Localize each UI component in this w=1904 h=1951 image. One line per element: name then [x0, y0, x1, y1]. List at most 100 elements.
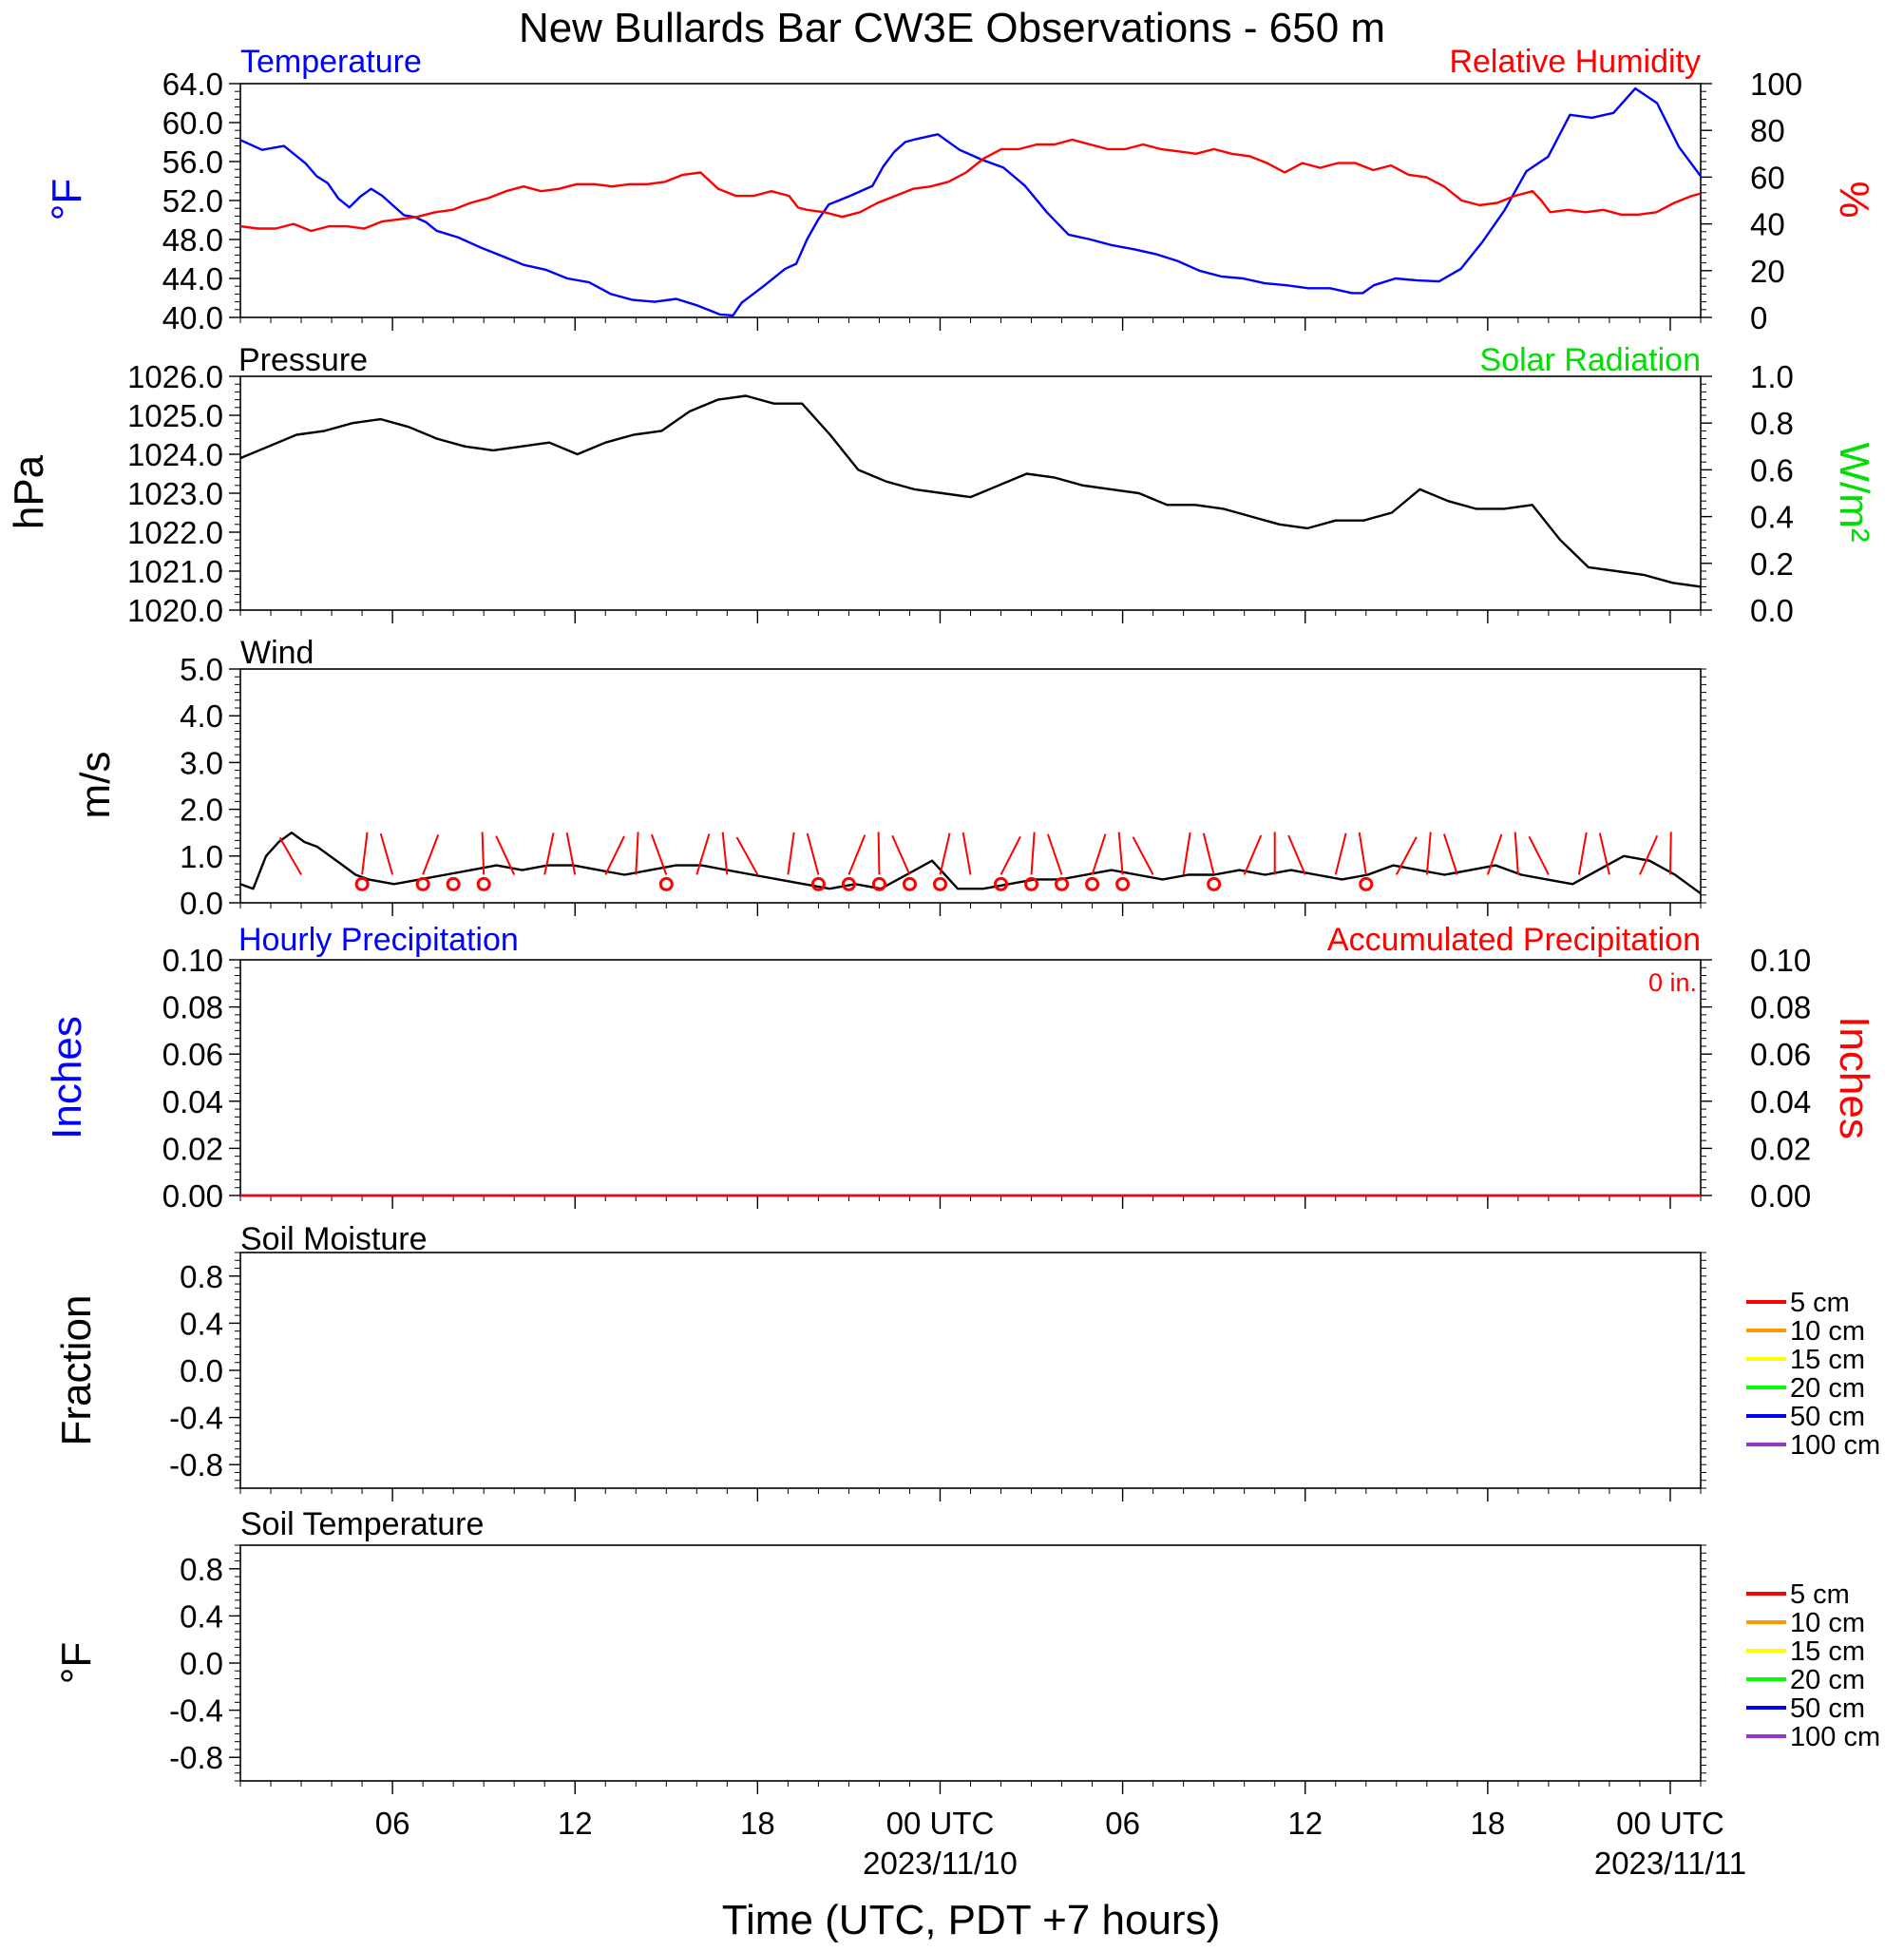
y-tick-label: 1021.0 — [127, 554, 223, 589]
wind-barb — [604, 835, 625, 875]
wind-barb — [1000, 835, 1021, 875]
wind-calm-marker — [841, 876, 856, 891]
wind-calm-marker — [1207, 876, 1222, 891]
wind-barb — [1486, 833, 1503, 875]
y-tick-label: 1026.0 — [127, 359, 223, 394]
wind-barb — [1528, 835, 1550, 875]
x-tick-label: 18 — [1470, 1806, 1505, 1841]
legend-label: 5 cm — [1790, 1288, 1850, 1318]
wind-calm-marker — [1024, 876, 1039, 891]
pressure-title: Pressure — [238, 342, 368, 378]
x-tick-label: 18 — [740, 1806, 775, 1841]
soil-moisture-unit-label: Fraction — [53, 1295, 100, 1446]
y-tick-label: 1025.0 — [127, 398, 223, 433]
plot-frame — [239, 375, 1702, 611]
legend-label: 100 cm — [1790, 1722, 1880, 1752]
y-tick-label: 2.0 — [180, 793, 223, 828]
y-tick-label: 1.0 — [180, 839, 223, 874]
wind-barb — [847, 834, 866, 875]
y-tick-label-right: 0.02 — [1750, 1131, 1811, 1166]
wind-calm-marker — [446, 876, 461, 891]
wind-unit-label: m/s — [72, 752, 119, 819]
y-tick-label: -0.8 — [169, 1447, 223, 1482]
figure-title: New Bullards Bar CW3E Observations - 650… — [519, 5, 1385, 51]
y-tick-label: -0.4 — [169, 1401, 223, 1436]
y-tick-label: 0.06 — [162, 1037, 223, 1072]
plot-frame — [239, 1252, 1702, 1489]
wind-calm-marker — [994, 876, 1009, 891]
wind-calm-marker — [810, 876, 826, 891]
wind-barb — [1598, 832, 1610, 875]
y-tick-label-right: 20 — [1750, 254, 1785, 289]
legend-label: 50 cm — [1790, 1693, 1865, 1724]
y-tick-label: 0.04 — [162, 1084, 223, 1119]
y-tick-label-right: 0.08 — [1750, 990, 1811, 1025]
wind-calm-marker — [871, 876, 886, 891]
x-tick-label: 12 — [1287, 1806, 1323, 1841]
soil-temperature-panel: Soil Temperature °F 0.8 0.4 0.0 -0.4 -0.8 — [53, 1506, 1706, 1794]
temperature-humidity-panel: Temperature Relative Humidity °F % 64.06… — [44, 44, 1877, 335]
x-axis-label: Time (UTC, PDT +7 hours) — [722, 1897, 1220, 1943]
humidity-title: Relative Humidity — [1449, 44, 1701, 80]
legend-label: 10 cm — [1790, 1608, 1865, 1638]
y-tick-label-right: 0.4 — [1750, 500, 1794, 535]
legend-label: 10 cm — [1790, 1316, 1865, 1347]
x-tick-label: 06 — [1105, 1806, 1140, 1841]
wind-calm-marker — [354, 876, 370, 891]
wind-barb — [721, 832, 729, 875]
pressure-line — [239, 394, 1702, 588]
y-tick-label-right: 0.06 — [1750, 1037, 1811, 1072]
soil-temperature-title: Soil Temperature — [240, 1506, 484, 1542]
wind-barb — [1030, 832, 1036, 875]
legend-label: 15 cm — [1790, 1345, 1865, 1375]
wind-calm-marker — [1085, 876, 1100, 891]
plot-frame — [239, 83, 1702, 318]
x-tick-label: 06 — [375, 1806, 410, 1841]
y-tick-label: 0.4 — [180, 1598, 223, 1634]
wind-barb — [806, 832, 820, 875]
y-tick-label-right: 0.00 — [1750, 1178, 1811, 1214]
y-tick-label: 1022.0 — [127, 515, 223, 550]
y-tick-label: -0.4 — [169, 1693, 223, 1729]
wind-barb — [962, 832, 972, 875]
wind-barb — [1046, 833, 1063, 875]
y-tick-label-right: 0 — [1750, 300, 1767, 335]
y-tick-label: 40.0 — [162, 300, 223, 335]
wind-barb — [481, 832, 486, 875]
wind-barb — [543, 832, 555, 875]
solar-radiation-title: Solar Radiation — [1480, 342, 1701, 378]
y-tick-label: 0.0 — [180, 886, 223, 921]
legend-label: 100 cm — [1790, 1430, 1880, 1461]
y-tick-label-right: 0.6 — [1750, 452, 1794, 488]
hourly-precip-title: Hourly Precipitation — [238, 922, 519, 958]
wind-title: Wind — [240, 635, 314, 671]
wind-barb — [1202, 832, 1215, 875]
soil-moisture-title: Soil Moisture — [240, 1221, 428, 1257]
wind-barb — [1577, 832, 1588, 875]
legend-label: 5 cm — [1790, 1579, 1850, 1610]
y-tick-label-right: 0.10 — [1750, 943, 1811, 978]
wind-barb — [891, 834, 911, 875]
y-tick-label: 3.0 — [180, 745, 223, 780]
x-tick-label: 00 UTC — [1616, 1806, 1724, 1841]
y-tick-label-right: 40 — [1750, 207, 1785, 242]
y-tick-label: 5.0 — [180, 652, 223, 687]
y-tick-label: 0.0 — [180, 1353, 223, 1388]
y-tick-label: 0.08 — [162, 990, 223, 1025]
wind-calm-marker — [902, 876, 917, 891]
x-axis: Time (UTC, PDT +7 hours) 06 12 18 00 UTC 202… — [375, 1806, 1746, 1943]
x-tick-date-label: 2023/11/10 — [863, 1846, 1018, 1881]
temperature-line — [239, 86, 1702, 317]
y-tick-label-right: 0.04 — [1750, 1084, 1811, 1119]
x-tick-date-label: 2023/11/11 — [1594, 1846, 1746, 1881]
temperature-title: Temperature — [240, 44, 422, 80]
wind-calm-marker — [1055, 876, 1070, 891]
soil-moisture-panel: Soil Moisture Fraction 0.8 0.4 0.0 -0.4 -0.8 — [53, 1221, 1706, 1502]
y-tick-label-right: 0.0 — [1750, 593, 1794, 628]
wind-calm-marker — [415, 876, 430, 891]
wind-calm-marker — [932, 876, 947, 891]
wind-barb — [1442, 833, 1458, 875]
wind-calm-marker — [1359, 876, 1374, 891]
